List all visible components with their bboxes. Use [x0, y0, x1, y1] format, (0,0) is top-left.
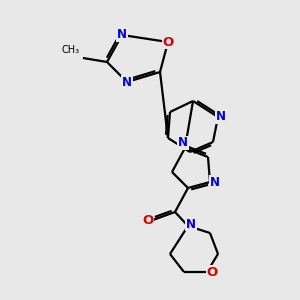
- Text: N: N: [178, 136, 188, 149]
- Text: N: N: [117, 28, 127, 41]
- Text: N: N: [210, 176, 220, 188]
- Text: N: N: [122, 76, 132, 88]
- Text: O: O: [206, 266, 218, 278]
- Text: N: N: [216, 110, 226, 124]
- Text: N: N: [186, 218, 196, 230]
- Text: CH₃: CH₃: [62, 45, 80, 55]
- Text: O: O: [162, 35, 174, 49]
- Text: O: O: [142, 214, 154, 226]
